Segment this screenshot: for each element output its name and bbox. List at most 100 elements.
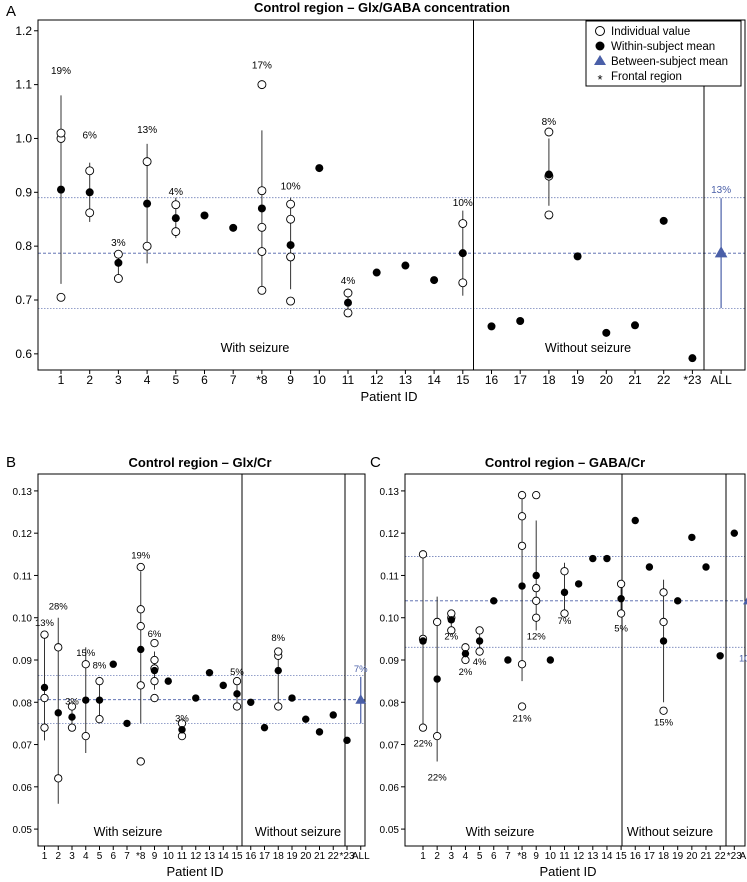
- a-xtick-label: 2: [86, 373, 93, 387]
- c-xtick-label: ALL: [740, 851, 747, 862]
- a-individual-point: [286, 199, 296, 209]
- b-mean-point: [95, 696, 104, 704]
- a-mean-point: [688, 354, 697, 363]
- c-xtick-label: *23: [727, 851, 742, 862]
- c-cv-label: 5%: [614, 623, 628, 634]
- b-ytick-label: 0.05: [13, 825, 33, 836]
- b-mean-point: [233, 690, 241, 698]
- b-xtick-label: *23: [339, 851, 354, 862]
- c-xtick-label: 19: [672, 851, 684, 862]
- c-cv-label: 7%: [558, 616, 572, 627]
- c-mean-point: [631, 516, 639, 525]
- c-mean-point: [461, 649, 470, 658]
- a-mean-point: [659, 216, 668, 225]
- b-individual-point: [81, 731, 90, 741]
- c-individual-point: [432, 617, 442, 627]
- panel-a-xlabel: Patient ID: [360, 389, 417, 404]
- a-mean-point: [516, 317, 525, 325]
- a-xtick-label: 7: [230, 373, 237, 387]
- a-xtick-label: 17: [514, 373, 528, 387]
- panel-a-region-without: Without seizure: [545, 341, 631, 355]
- b-mean-point: [82, 696, 90, 704]
- c-individual-point: [616, 579, 626, 589]
- b-xtick-label: 1: [42, 851, 48, 862]
- b-xtick-label: 14: [218, 851, 230, 862]
- c-individual-point: [560, 567, 569, 576]
- b-mean-point: [329, 711, 337, 719]
- a-mean-point: [401, 261, 410, 270]
- c-mean-point: [730, 529, 738, 537]
- c-individual-point: [532, 613, 541, 622]
- panel-b-region-without: Without seizure: [255, 825, 341, 839]
- b-individual-point: [54, 643, 63, 652]
- a-mean-point: [57, 185, 65, 194]
- b-xtick-label: 6: [110, 851, 116, 862]
- c-xtick-label: *8: [517, 851, 527, 862]
- c-individual-point: [532, 490, 541, 500]
- c-individual-point: [659, 706, 668, 715]
- legend-between-text: Between-subject mean: [611, 56, 728, 68]
- c-ytick-label: 0.10: [380, 614, 400, 625]
- a-xtick-label: 14: [427, 373, 441, 387]
- b-mean-point: [150, 666, 159, 675]
- c-ytick-label: 0.09: [380, 656, 400, 667]
- b-cv-label: 6%: [148, 629, 162, 640]
- c-cv-label: 22%: [413, 739, 433, 750]
- b-individual-point: [150, 655, 159, 665]
- b-individual-point: [150, 693, 159, 703]
- a-mean-point: [573, 252, 582, 261]
- c-xtick-label: 17: [644, 851, 656, 862]
- b-cv-label: 8%: [271, 633, 285, 644]
- a-cv-label: 10%: [281, 182, 301, 193]
- b-individual-point: [40, 693, 49, 703]
- legend-frontal-text: Frontal region: [611, 71, 682, 83]
- a-individual-point: [56, 128, 66, 138]
- b-ytick-label: 0.12: [13, 529, 33, 540]
- panel-b: B Control region – Glx/Cr 0.05 0.06 0.07 0.…: [6, 454, 370, 879]
- b-mean-point: [68, 713, 76, 721]
- b-xtick-label: 12: [190, 851, 202, 862]
- a-ytick-label: 0.8: [15, 239, 32, 253]
- a-mean-point: [372, 268, 381, 277]
- a-xtick-label: 15: [456, 373, 470, 387]
- c-individual-point: [475, 647, 484, 656]
- b-individual-point: [81, 660, 90, 669]
- b-individual-point: [136, 757, 145, 766]
- c-mean-point: [419, 637, 427, 645]
- a-xtick-label: 19: [571, 373, 585, 387]
- legend-within-text: Within-subject mean: [611, 41, 715, 53]
- c-individual-point: [517, 490, 527, 500]
- c-individual-point: [616, 609, 626, 618]
- b-individual-point: [136, 622, 145, 631]
- panel-c: C Control region – GABA/Cr 0.05 0.06 0.07 0…: [370, 454, 747, 879]
- c-ytick-label: 0.05: [380, 825, 400, 836]
- c-xtick-label: 15: [616, 851, 628, 862]
- c-frame: [404, 473, 746, 847]
- b-individual-point: [136, 562, 145, 572]
- b-xtick-label: 18: [273, 851, 285, 862]
- c-xtick-label: 21: [700, 851, 712, 862]
- b-xtick-label: 10: [163, 851, 175, 862]
- a-individual-point: [171, 227, 181, 237]
- a-xtick-label: 3: [115, 373, 122, 387]
- b-individual-point: [67, 723, 77, 732]
- a-individual-point: [257, 222, 267, 232]
- a-xtick-label: 6: [201, 373, 208, 387]
- c-individual-point: [418, 550, 428, 559]
- b-mean-point: [288, 694, 296, 702]
- c-mean-point: [617, 595, 625, 603]
- b-cv-label: 19%: [131, 551, 151, 562]
- a-individual-point: [343, 288, 353, 298]
- c-ytick-label: 0.13: [380, 487, 400, 498]
- b-mean-point: [260, 723, 269, 732]
- b-ytick-label: 0.08: [13, 698, 33, 709]
- a-individual-point: [544, 127, 554, 137]
- c-mean-point: [659, 637, 668, 645]
- c-xtick-label: 11: [559, 851, 570, 862]
- c-cv-label: 22%: [428, 772, 448, 783]
- b-cv-label: 15%: [76, 648, 96, 659]
- a-individual-point: [171, 200, 181, 210]
- a-mean-point: [229, 223, 238, 232]
- b-individual-point: [95, 676, 104, 686]
